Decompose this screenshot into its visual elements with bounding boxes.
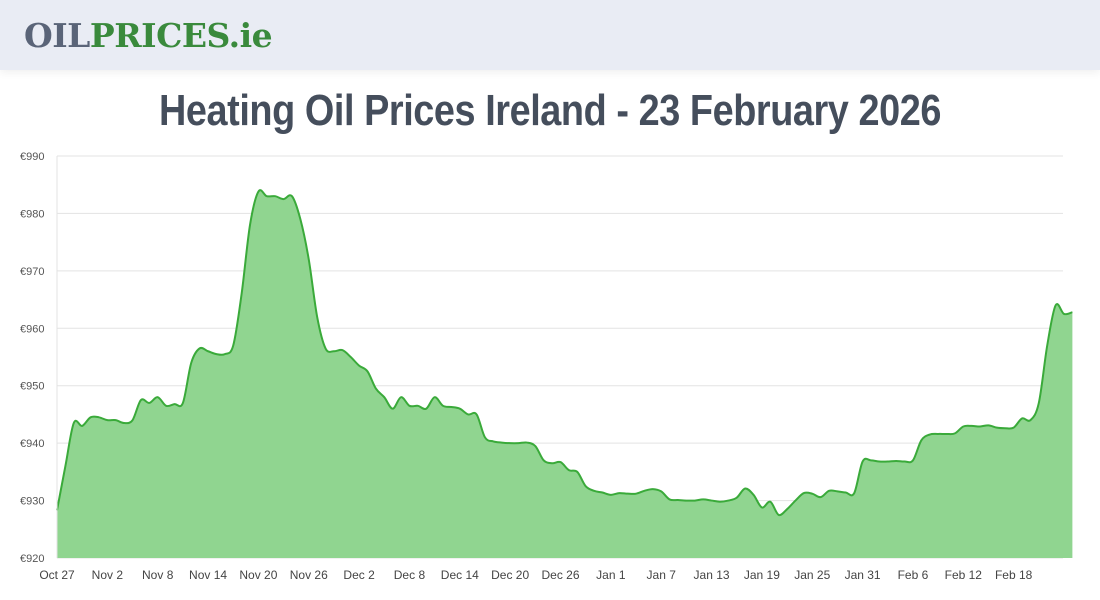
x-tick-label: Dec 14 bbox=[441, 568, 479, 582]
x-tick-label: Dec 2 bbox=[343, 568, 375, 582]
x-tick-label: Feb 6 bbox=[898, 568, 929, 582]
x-tick-label: Jan 25 bbox=[794, 568, 830, 582]
x-tick-label: Dec 8 bbox=[394, 568, 426, 582]
x-tick-label: Feb 12 bbox=[945, 568, 983, 582]
x-tick-label: Jan 13 bbox=[694, 568, 730, 582]
x-tick-label: Jan 19 bbox=[744, 568, 780, 582]
y-tick-label: €960 bbox=[20, 323, 44, 335]
price-line bbox=[56, 189, 1073, 517]
y-tick-label: €970 bbox=[20, 266, 44, 278]
y-tick-label: €930 bbox=[20, 496, 44, 508]
y-tick-label: €940 bbox=[20, 438, 44, 450]
x-tick-label: Nov 26 bbox=[290, 568, 328, 582]
x-tick-label: Jan 7 bbox=[647, 568, 677, 582]
site-logo[interactable]: OILPRICES.ie bbox=[24, 16, 273, 56]
x-tick-label: Jan 31 bbox=[845, 568, 881, 582]
y-tick-label: €980 bbox=[20, 208, 44, 220]
x-tick-label: Dec 20 bbox=[491, 568, 529, 582]
page-title: Heating Oil Prices Ireland - 23 February… bbox=[159, 86, 941, 135]
y-axis: €920 €930 €940 €950 €960 €970 €980 €990 bbox=[20, 151, 44, 565]
price-area-fill bbox=[57, 190, 1073, 558]
x-tick-label: Feb 18 bbox=[995, 568, 1033, 582]
x-tick-label: Nov 20 bbox=[239, 568, 277, 582]
x-axis: Oct 27 Nov 2 Nov 8 Nov 14 Nov 20 Nov 26 Dec 2 D… bbox=[39, 568, 1032, 582]
logo-prices-text: PRICES.ie bbox=[89, 16, 273, 55]
x-tick-label: Jan 1 bbox=[596, 568, 626, 582]
x-tick-label: Nov 8 bbox=[142, 568, 174, 582]
x-tick-label: Nov 14 bbox=[189, 568, 227, 582]
y-tick-label: €990 bbox=[20, 151, 44, 163]
x-tick-label: Nov 2 bbox=[92, 568, 124, 582]
logo-oil-text: OIL bbox=[24, 16, 90, 55]
x-tick-label: Oct 27 bbox=[39, 568, 75, 582]
site-header: OILPRICES.ie bbox=[0, 0, 1100, 70]
y-tick-label: €950 bbox=[20, 381, 44, 393]
x-tick-label: Dec 26 bbox=[541, 568, 579, 582]
y-tick-label: €920 bbox=[20, 553, 44, 565]
